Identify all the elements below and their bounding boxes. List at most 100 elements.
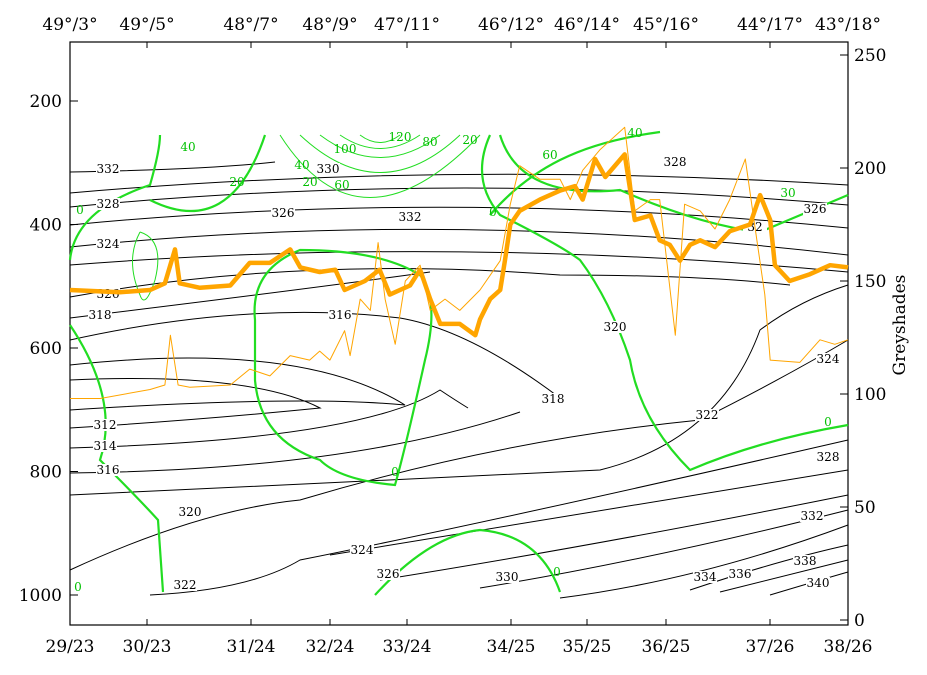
green-contour-label: 0 bbox=[74, 580, 82, 594]
isentrope-label: 318 bbox=[89, 308, 112, 322]
green-contour bbox=[319, 134, 441, 158]
isentrope-line bbox=[69, 311, 561, 399]
top-axis-label: 46°/14° bbox=[554, 15, 620, 35]
right-tick-label: 50 bbox=[854, 498, 876, 518]
green-contour-label: 40 bbox=[627, 126, 642, 140]
isentrope-line bbox=[69, 411, 521, 474]
isentropes bbox=[69, 161, 849, 599]
bottom-axis-label: 32/24 bbox=[306, 637, 355, 657]
isentrope-line bbox=[719, 559, 849, 593]
isentrope-label: 326 bbox=[377, 567, 400, 581]
green-contour bbox=[339, 134, 421, 149]
isentrope-label: 322 bbox=[174, 578, 197, 592]
bottom-axis-label: 38/26 bbox=[824, 637, 873, 657]
bottom-axis-label: 33/24 bbox=[383, 637, 432, 657]
bottom-axis-label: 34/25 bbox=[487, 637, 536, 657]
green-contour-label: 100 bbox=[334, 142, 357, 156]
left-tick-label: 800 bbox=[30, 463, 62, 483]
isentrope-label: 312 bbox=[94, 418, 117, 432]
isentrope-label: 320 bbox=[179, 505, 202, 519]
label-background bbox=[693, 571, 717, 583]
right-tick-label: 250 bbox=[854, 46, 886, 66]
top-axis-label: 49°/5° bbox=[119, 15, 174, 35]
label-background bbox=[793, 555, 817, 567]
label-background bbox=[93, 440, 117, 452]
isentrope-label: 332 bbox=[801, 509, 824, 523]
label-background bbox=[816, 451, 840, 463]
top-axis-label: 49°/3° bbox=[42, 15, 97, 35]
label-background bbox=[663, 156, 687, 168]
isentrope-label: 322 bbox=[696, 408, 719, 422]
label-background bbox=[96, 464, 120, 476]
isentrope-label: 324 bbox=[351, 543, 374, 557]
isentrope-label: 336 bbox=[729, 567, 752, 581]
green-contour-label: 120 bbox=[389, 130, 412, 144]
label-background bbox=[603, 321, 627, 333]
bottom-axis-label: 31/24 bbox=[227, 637, 276, 657]
top-axis-label: 46°/12° bbox=[478, 15, 544, 35]
green-contour bbox=[489, 130, 661, 216]
green-contour bbox=[253, 248, 433, 487]
isentrope-label: 326 bbox=[804, 202, 827, 216]
isentrope-label: 316 bbox=[329, 308, 352, 322]
green-contour-label: 0 bbox=[553, 565, 561, 579]
isentrope-label: 328 bbox=[97, 197, 120, 211]
green-contour bbox=[359, 134, 401, 143]
label-background bbox=[173, 579, 197, 591]
label-background bbox=[93, 419, 117, 431]
right-tick-label: 200 bbox=[854, 159, 886, 179]
label-background bbox=[806, 577, 830, 589]
isentrope-line bbox=[69, 173, 849, 194]
green-contour-label: 60 bbox=[334, 178, 349, 192]
label-background bbox=[495, 571, 519, 583]
x-ticks: 49°/3° 29/23 49°/5° 30/23 48°/7° 31/24 48°/9° 3… bbox=[42, 15, 881, 657]
isentrope-label: 314 bbox=[94, 439, 117, 453]
isentrope-line bbox=[149, 439, 849, 596]
isentrope-line bbox=[379, 494, 849, 581]
green-contour bbox=[498, 134, 849, 234]
label-background bbox=[695, 409, 719, 421]
label-background bbox=[88, 309, 112, 321]
isentrope-line bbox=[69, 206, 849, 229]
isentrope-line bbox=[69, 251, 849, 273]
isentrope-line bbox=[329, 469, 849, 556]
label-background bbox=[350, 544, 374, 556]
isentrope-line bbox=[479, 509, 849, 589]
isentrope-line bbox=[559, 524, 849, 599]
label-background bbox=[398, 211, 422, 223]
label-background bbox=[271, 207, 295, 219]
isentrope-line bbox=[69, 187, 849, 208]
green-contour-label: 20 bbox=[302, 175, 317, 189]
green-contour bbox=[149, 134, 267, 213]
isentrope-line bbox=[69, 357, 406, 411]
bottom-axis-label: 29/23 bbox=[46, 637, 95, 657]
isentrope-label: 316 bbox=[97, 463, 120, 477]
isentrope-line bbox=[69, 271, 431, 319]
isentrope-label: 332 bbox=[97, 162, 120, 176]
isentrope-label: 328 bbox=[817, 450, 840, 464]
right-tick-label: 150 bbox=[854, 272, 886, 292]
label-background bbox=[541, 393, 565, 405]
green-contour-label: 40 bbox=[180, 140, 195, 154]
bottom-axis-label: 36/25 bbox=[642, 637, 691, 657]
left-tick-label: 200 bbox=[30, 92, 62, 112]
label-background bbox=[316, 163, 340, 175]
greyshades-thin-line bbox=[70, 126, 849, 399]
isentrope-label: 330 bbox=[496, 570, 519, 584]
isentrope-line bbox=[69, 378, 322, 429]
isentrope-line bbox=[689, 544, 849, 591]
label-background bbox=[816, 353, 840, 365]
top-axis-label: 45°/16° bbox=[633, 15, 699, 35]
label-background bbox=[728, 568, 752, 580]
isentrope-label: 324 bbox=[97, 237, 120, 251]
bottom-axis-label: 35/25 bbox=[563, 637, 612, 657]
green-contour bbox=[299, 134, 461, 173]
label-background bbox=[376, 568, 400, 580]
label-background bbox=[178, 506, 202, 518]
isentrope-label: 332 bbox=[399, 210, 422, 224]
isentrope-line bbox=[69, 228, 849, 256]
green-contour-label: 0 bbox=[391, 465, 399, 479]
top-axis-label: 48°/7° bbox=[223, 15, 278, 35]
isentrope-label: 320 bbox=[604, 320, 627, 334]
